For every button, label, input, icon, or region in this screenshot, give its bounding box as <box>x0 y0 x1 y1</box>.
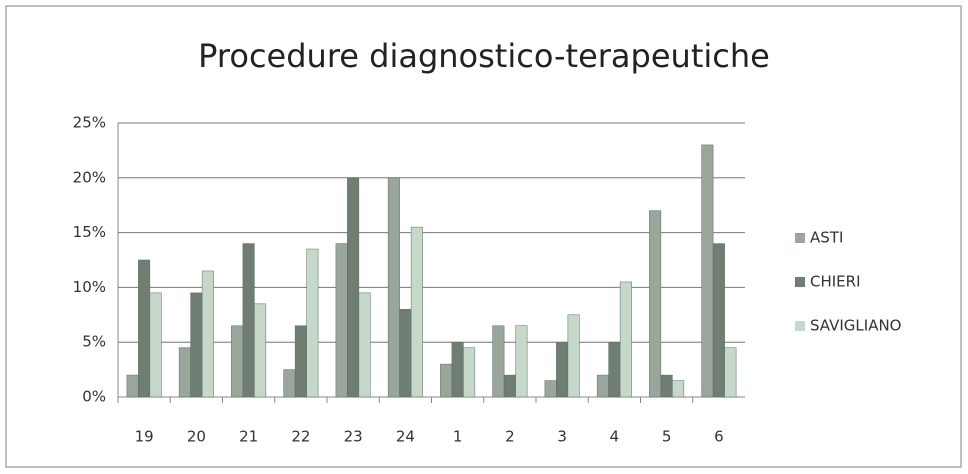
x-tick-label: 21 <box>239 428 258 446</box>
x-tick-label: 1 <box>453 428 463 446</box>
bar <box>556 341 569 398</box>
bar <box>387 177 400 398</box>
bar <box>190 292 203 398</box>
bar <box>358 292 371 398</box>
x-tick-label: 19 <box>135 428 154 446</box>
bar <box>254 303 267 398</box>
bar <box>492 325 505 398</box>
bar <box>335 243 348 398</box>
bar <box>463 347 476 398</box>
x-tick-label: 2 <box>505 428 515 446</box>
x-tick-label: 23 <box>344 428 363 446</box>
bar <box>347 177 360 398</box>
bar <box>283 369 296 398</box>
x-tick-label: 6 <box>714 428 724 446</box>
bar <box>567 314 580 398</box>
bar <box>410 226 423 398</box>
bar <box>231 325 244 398</box>
legend-label: ASTI <box>810 229 843 247</box>
bar <box>201 270 214 398</box>
bar <box>515 325 528 398</box>
bar <box>306 248 319 398</box>
bar <box>712 243 725 398</box>
legend-swatch <box>795 277 805 287</box>
y-tick-label: 25% <box>73 114 106 132</box>
bar <box>701 144 714 398</box>
bar <box>294 325 307 398</box>
x-tick-label: 3 <box>557 428 567 446</box>
y-tick-label: 0% <box>82 388 106 406</box>
bar <box>660 374 673 398</box>
y-tick-label: 20% <box>73 168 106 186</box>
bar <box>399 309 412 398</box>
bar <box>138 259 151 398</box>
y-tick-label: 5% <box>82 333 106 351</box>
chart-title: Procedure diagnostico-terapeutiche <box>198 37 770 75</box>
bar <box>544 380 557 398</box>
x-tick-label: 24 <box>396 428 415 446</box>
bar <box>126 374 139 398</box>
y-tick-label: 15% <box>73 223 106 241</box>
x-tick-label: 5 <box>662 428 672 446</box>
x-tick-label: 22 <box>291 428 310 446</box>
bar <box>608 341 621 398</box>
legend-label: CHIERI <box>810 273 861 291</box>
legend-swatch <box>795 233 805 243</box>
bar <box>619 281 632 398</box>
y-tick-label: 10% <box>73 278 106 296</box>
bar <box>596 374 609 398</box>
x-tick-label: 20 <box>187 428 206 446</box>
bar <box>649 210 662 398</box>
bar <box>672 380 685 398</box>
bar <box>451 341 464 398</box>
bar <box>503 374 516 398</box>
bar <box>149 292 162 398</box>
bar <box>178 347 191 398</box>
legend-label: SAVIGLIANO <box>810 317 901 335</box>
legend-swatch <box>795 321 805 331</box>
bar <box>724 347 737 398</box>
x-tick-label: 4 <box>610 428 620 446</box>
bar <box>440 363 453 398</box>
bar <box>242 243 255 398</box>
